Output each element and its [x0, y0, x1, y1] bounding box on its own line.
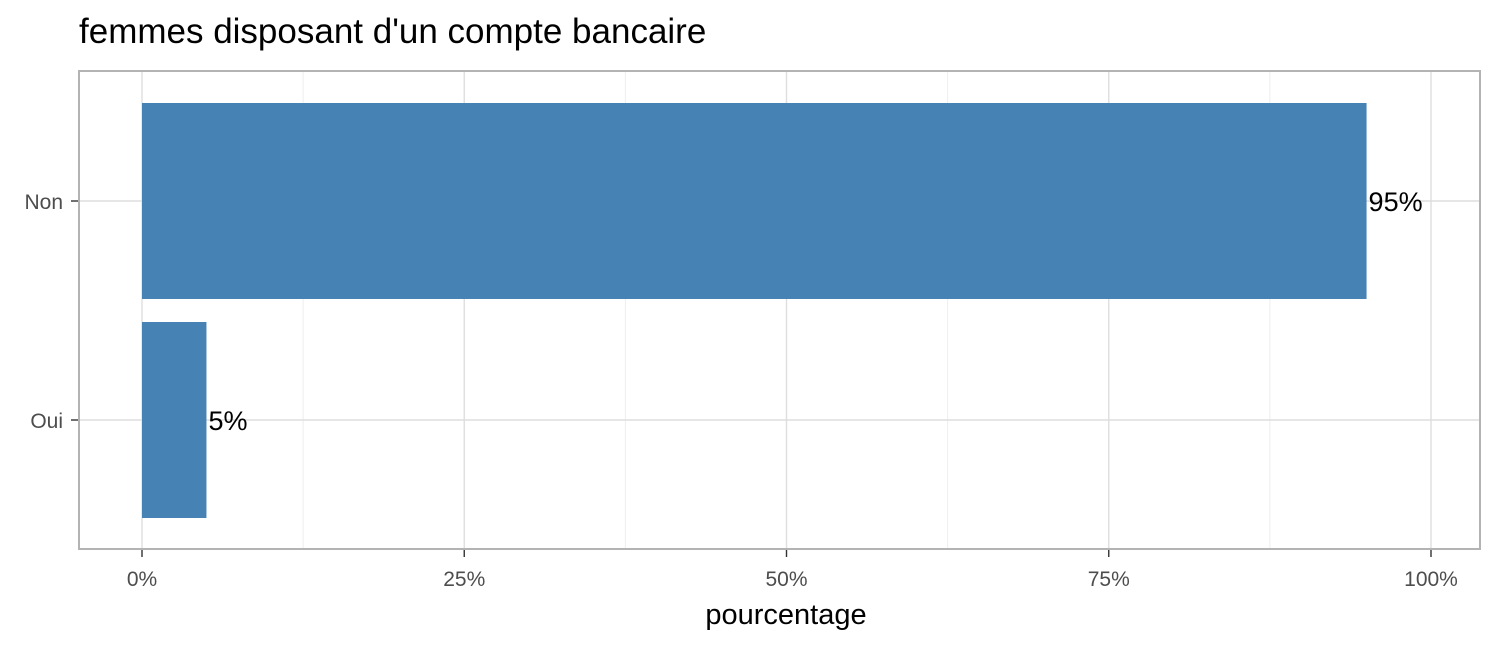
x-tick-label: 75% [1088, 568, 1130, 591]
data-label-oui: 5% [208, 406, 247, 436]
chart-title: femmes disposant d'un compte bancaire [79, 12, 707, 51]
bar-layer [142, 103, 1367, 518]
x-tick-label: 100% [1404, 568, 1458, 591]
panel-border [78, 70, 1481, 550]
x-tick-label: 50% [765, 568, 807, 591]
axis-layer: Non Oui 0% 25% 50% 75% 100% [24, 191, 1457, 591]
y-tick-label: Non [24, 191, 63, 214]
x-tick-label: 0% [127, 568, 157, 591]
x-axis-title: pourcentage [705, 599, 866, 631]
bar-oui [142, 322, 207, 518]
y-tick-label: Oui [30, 410, 63, 433]
data-label-non: 95% [1369, 187, 1423, 217]
bar-non [142, 103, 1367, 299]
x-tick-label: 25% [443, 568, 485, 591]
data-label-layer: 95% 5% [208, 187, 1422, 436]
